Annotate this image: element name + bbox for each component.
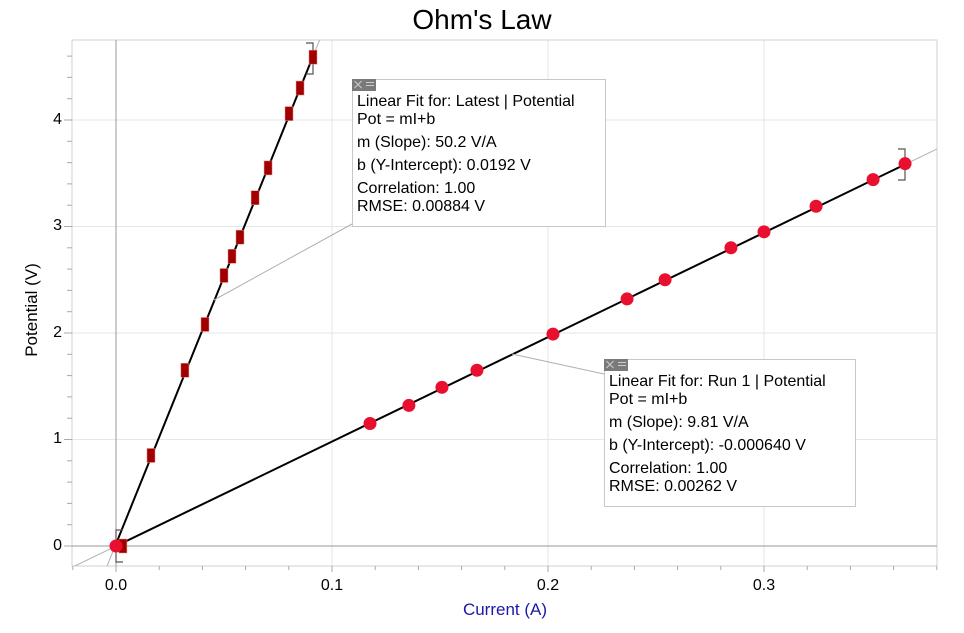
fit-intercept: b (Y-Intercept): 0.0192 V [357, 157, 531, 174]
data-point-latest [308, 49, 318, 65]
data-point-latest [263, 160, 273, 176]
data-point-run1 [898, 157, 912, 171]
close-icon[interactable] [352, 79, 364, 91]
data-point-latest [250, 190, 260, 205]
y-tick-label: 3 [53, 217, 62, 234]
data-point-latest [227, 249, 237, 264]
fit-rmse: RMSE: 0.00884 V [357, 198, 486, 215]
data-point-run1 [470, 363, 484, 377]
x-tick-label: 0.0 [104, 577, 128, 594]
x-tick-label: 0.2 [536, 577, 560, 594]
data-point-run1 [546, 327, 560, 341]
chart-title: Ohm's Law [412, 4, 552, 35]
fit-equation: Pot = mI+b [357, 111, 436, 128]
x-tick-label: 0.3 [752, 577, 776, 594]
fit-header: Linear Fit for: Run 1 | Potential [609, 373, 826, 390]
y-tick-label: 4 [53, 111, 62, 128]
data-point-latest [180, 363, 190, 378]
fit-intercept: b (Y-Intercept): -0.000640 V [609, 437, 806, 454]
data-point-run1 [658, 273, 672, 287]
y-tick-label: 2 [53, 324, 62, 341]
data-point-run1 [363, 417, 377, 431]
data-point-run1 [809, 199, 823, 213]
data-point-latest [284, 106, 294, 121]
data-point-run1 [866, 173, 880, 187]
x-axis-label[interactable]: Current (A) [462, 600, 548, 619]
close-icon[interactable] [604, 359, 616, 371]
fit-line [115, 163, 906, 547]
fit-leader-line [213, 223, 353, 301]
y-tick-label: 0 [53, 537, 62, 554]
fit-equation: Pot = mI+b [609, 391, 688, 408]
fit-rmse: RMSE: 0.00262 V [609, 478, 738, 495]
x-tick-label: 0.1 [320, 577, 344, 594]
y-tick-label: 1 [53, 430, 62, 447]
data-point-run1 [435, 380, 449, 394]
data-point-run1 [620, 292, 634, 306]
fit-leader-line [511, 353, 605, 375]
data-point-latest [146, 448, 156, 463]
fit-correlation: Correlation: 1.00 [357, 180, 476, 197]
y-axis-label[interactable]: Potential (V) [22, 263, 41, 357]
data-point-run1 [109, 539, 123, 553]
minimize-icon[interactable] [364, 79, 376, 91]
data-point-latest [200, 317, 210, 332]
fit-slope: m (Slope): 50.2 V/A [357, 134, 497, 151]
fit-correlation: Correlation: 1.00 [609, 460, 728, 477]
data-point-latest [219, 268, 229, 283]
data-point-run1 [402, 398, 416, 412]
data-point-run1 [724, 241, 738, 255]
data-point-run1 [757, 225, 771, 239]
fit-slope: m (Slope): 9.81 V/A [609, 414, 749, 431]
linear-fit-box-run1[interactable]: Linear Fit for: Run 1 | Potential Pot = … [604, 359, 856, 507]
minimize-icon[interactable] [616, 359, 628, 371]
data-point-latest [235, 229, 245, 245]
linear-fit-box-latest[interactable]: Linear Fit for: Latest | Potential Pot =… [352, 79, 606, 227]
data-point-latest [295, 80, 305, 96]
fit-header: Linear Fit for: Latest | Potential [357, 93, 575, 110]
